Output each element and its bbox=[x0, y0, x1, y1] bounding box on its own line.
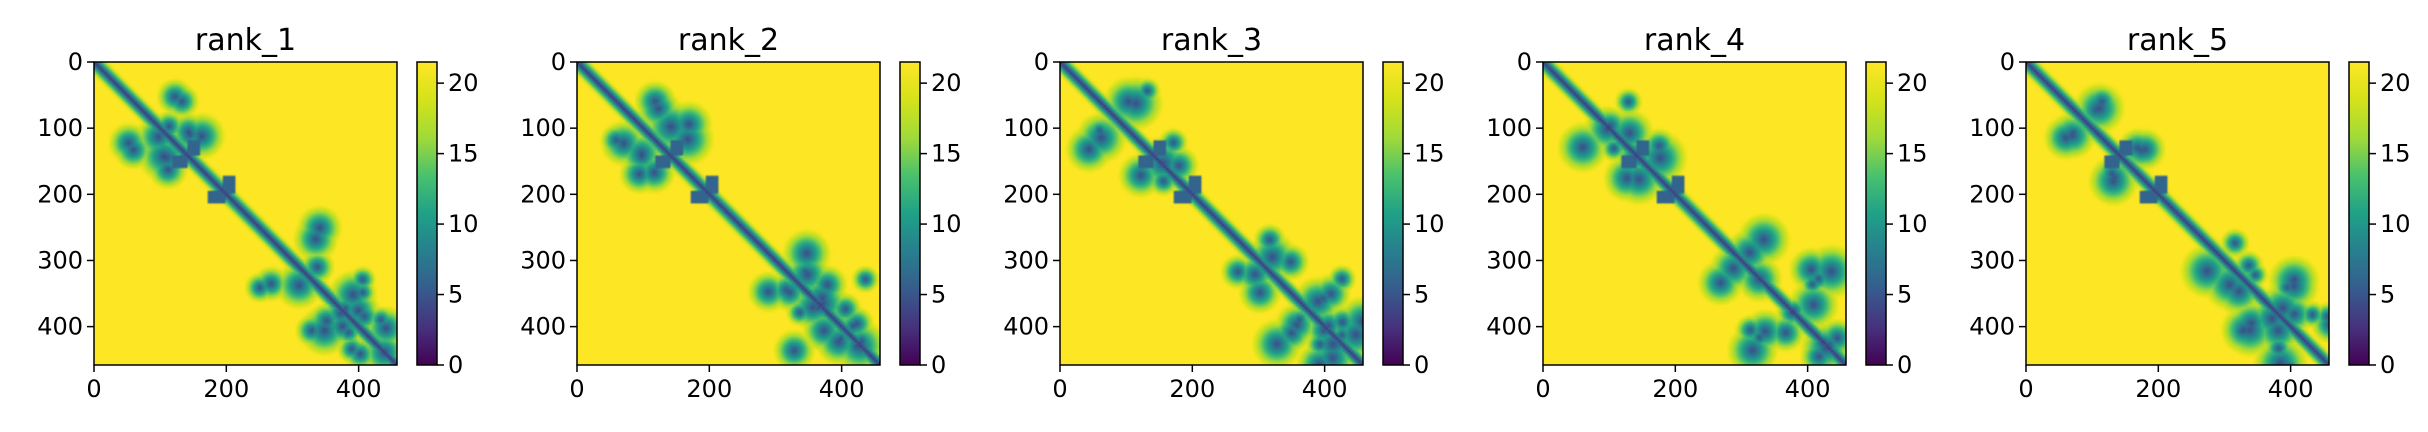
x-tick-label: 200 bbox=[1652, 375, 1698, 403]
y-tick-label: 300 bbox=[1969, 246, 2015, 274]
y-tick-label: 300 bbox=[1003, 246, 1049, 274]
y-tick-label: 200 bbox=[37, 180, 83, 208]
colorbar-tick-label: 20 bbox=[931, 69, 962, 97]
y-tick-label: 400 bbox=[520, 313, 566, 341]
colorbar-tick-label: 0 bbox=[2380, 351, 2395, 379]
panel-title: rank_2 bbox=[678, 23, 779, 58]
panel-title: rank_3 bbox=[1161, 23, 1262, 58]
y-tick-label: 200 bbox=[1969, 180, 2015, 208]
heatmap-image bbox=[1060, 62, 1363, 365]
heatmap-image bbox=[577, 62, 880, 365]
y-tick-label: 100 bbox=[37, 114, 83, 142]
colorbar-frame bbox=[416, 61, 438, 366]
colorbar-tick-label: 15 bbox=[1897, 140, 1928, 168]
colorbar bbox=[1383, 62, 1403, 365]
colorbar-tick-label: 5 bbox=[1897, 281, 1912, 309]
heatmap-panel-3: rank_3 0 200 400 0 100 200 300 400 0 5 10 15 20 bbox=[1003, 23, 1444, 403]
y-tick-label: 0 bbox=[1517, 48, 1532, 76]
y-tick-label: 400 bbox=[1969, 313, 2015, 341]
heatmap-panel-1: rank_1 0 200 400 0 100 200 300 400 0 5 10 15 20 bbox=[37, 23, 478, 403]
colorbar-frame bbox=[2348, 61, 2370, 366]
colorbar-frame bbox=[899, 61, 921, 366]
panel-title: rank_1 bbox=[195, 23, 296, 58]
colorbar-tick-label: 5 bbox=[448, 281, 463, 309]
y-tick-label: 400 bbox=[1486, 313, 1532, 341]
x-tick-label: 400 bbox=[2268, 375, 2314, 403]
y-tick-label: 400 bbox=[1003, 313, 1049, 341]
y-tick-label: 300 bbox=[1486, 246, 1532, 274]
x-tick-label: 200 bbox=[2135, 375, 2181, 403]
panels: rank_10 200 400010020030040005101520rank_2… bbox=[37, 23, 2410, 403]
x-tick-label: 0 bbox=[2018, 375, 2033, 403]
colorbar bbox=[900, 62, 920, 365]
panel-title: rank_5 bbox=[2127, 23, 2228, 58]
x-tick-label: 200 bbox=[203, 375, 249, 403]
y-tick-label: 200 bbox=[1486, 180, 1532, 208]
axes-frame bbox=[1542, 61, 1847, 366]
heatmap-panel-2: rank_2 0 200 400 0 100 200 300 400 0 5 10 15 20 bbox=[520, 23, 961, 403]
y-tick-label: 200 bbox=[520, 180, 566, 208]
y-tick-label: 0 bbox=[551, 48, 566, 76]
colorbar-tick-label: 5 bbox=[931, 281, 946, 309]
colorbar-tick-label: 20 bbox=[2380, 69, 2411, 97]
x-tick-label: 400 bbox=[336, 375, 382, 403]
colorbar-tick-label: 20 bbox=[448, 69, 479, 97]
axes-frame bbox=[93, 61, 398, 366]
y-tick-label: 100 bbox=[1003, 114, 1049, 142]
axes-frame bbox=[1059, 61, 1364, 366]
colorbar-tick-label: 10 bbox=[1897, 210, 1928, 238]
panel-title: rank_4 bbox=[1644, 23, 1745, 58]
colorbar bbox=[417, 62, 437, 365]
colorbar-tick-label: 0 bbox=[1897, 351, 1912, 379]
axes-frame bbox=[576, 61, 881, 366]
y-tick-label: 300 bbox=[520, 246, 566, 274]
x-tick-label: 200 bbox=[1169, 375, 1215, 403]
colorbar-tick-label: 10 bbox=[1414, 210, 1445, 238]
colorbar-tick-label: 10 bbox=[931, 210, 962, 238]
y-tick-label: 300 bbox=[37, 246, 83, 274]
x-tick-label: 0 bbox=[1535, 375, 1550, 403]
colorbar-tick-label: 10 bbox=[448, 210, 479, 238]
colorbar-tick-label: 5 bbox=[1414, 281, 1429, 309]
y-tick-label: 0 bbox=[1034, 48, 1049, 76]
heatmap-image bbox=[1543, 62, 1846, 365]
axes-frame bbox=[2025, 61, 2330, 366]
colorbar bbox=[1866, 62, 1886, 365]
x-tick-label: 200 bbox=[686, 375, 732, 403]
colorbar-tick-label: 0 bbox=[448, 351, 463, 379]
colorbar-frame bbox=[1382, 61, 1404, 366]
y-tick-label: 200 bbox=[1003, 180, 1049, 208]
colorbar-tick-label: 5 bbox=[2380, 281, 2395, 309]
y-tick-label: 400 bbox=[37, 313, 83, 341]
colorbar-tick-label: 0 bbox=[931, 351, 946, 379]
x-tick-label: 0 bbox=[569, 375, 584, 403]
colorbar-tick-label: 15 bbox=[931, 140, 962, 168]
x-tick-label: 400 bbox=[819, 375, 865, 403]
y-tick-label: 100 bbox=[1969, 114, 2015, 142]
x-tick-label: 400 bbox=[1302, 375, 1348, 403]
colorbar-tick-label: 20 bbox=[1414, 69, 1445, 97]
x-tick-label: 400 bbox=[1785, 375, 1831, 403]
x-tick-label: 0 bbox=[1052, 375, 1067, 403]
y-tick-label: 100 bbox=[520, 114, 566, 142]
colorbar-tick-label: 0 bbox=[1414, 351, 1429, 379]
heatmap-panel-5: rank_5 0 200 400 0 100 200 300 400 0 5 10 15 20 bbox=[1969, 23, 2410, 403]
y-tick-label: 0 bbox=[2000, 48, 2015, 76]
colorbar-tick-label: 15 bbox=[448, 140, 479, 168]
heatmap-panel-4: rank_4 0 200 400 0 100 200 300 400 0 5 10 15 20 bbox=[1486, 23, 1927, 403]
colorbar-tick-label: 15 bbox=[2380, 140, 2411, 168]
y-tick-label: 0 bbox=[68, 48, 83, 76]
colorbar-tick-label: 20 bbox=[1897, 69, 1928, 97]
y-tick-label: 100 bbox=[1486, 114, 1532, 142]
heatmap-image bbox=[94, 62, 397, 365]
colorbar-frame bbox=[1865, 61, 1887, 366]
colorbar bbox=[2349, 62, 2369, 365]
colorbar-tick-label: 10 bbox=[2380, 210, 2411, 238]
x-tick-label: 0 bbox=[86, 375, 101, 403]
heatmap-image bbox=[2026, 62, 2329, 365]
colorbar-tick-label: 15 bbox=[1414, 140, 1445, 168]
